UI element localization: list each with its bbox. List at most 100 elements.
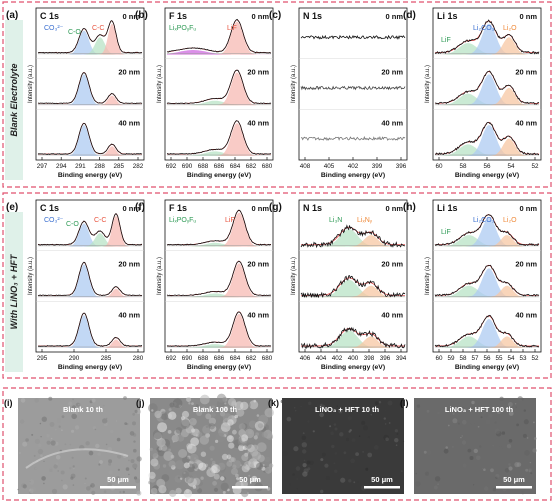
- depth-label: 40 nm: [515, 310, 537, 319]
- xps-panel-d: (d) Li 1s Intensity (a.u.) 60 58 56 54 52 Bindin…: [403, 7, 542, 179]
- sem-texture-grain: [319, 412, 325, 418]
- sem-texture-grain: [102, 461, 106, 465]
- sem-texture-grain: [29, 481, 31, 483]
- sem-texture-grain: [46, 434, 50, 438]
- sem-texture-grain: [95, 443, 100, 449]
- x-tick-label: 59: [447, 355, 455, 362]
- y-axis-label: Intensity (a.u.): [425, 257, 431, 295]
- sem-texture-grain: [467, 448, 472, 453]
- depth-label: 20 nm: [515, 260, 537, 269]
- sem-texture-grain: [491, 463, 497, 469]
- x-tick-label: 688: [198, 355, 209, 362]
- sem-texture-grain: [478, 403, 482, 407]
- sem-texture-grain: [34, 438, 41, 444]
- sem-texture-grain: [208, 466, 211, 470]
- sem-texture-grain: [355, 452, 359, 456]
- sem-texture-grain: [108, 462, 112, 466]
- sem-texture-grain: [177, 434, 185, 442]
- sem-texture-grain: [99, 460, 103, 464]
- sem-texture-grain: [34, 398, 39, 403]
- peak-label: CO₃²⁻: [44, 25, 64, 32]
- sem-texture-grain: [71, 456, 74, 459]
- raw-spectrum: [434, 314, 540, 348]
- sem-texture-grain: [523, 409, 526, 412]
- sem-texture-grain: [524, 450, 530, 456]
- sem-texture-grain: [387, 400, 393, 406]
- sem-texture-grain: [128, 473, 130, 476]
- sem-texture-grain: [111, 479, 113, 481]
- peak-label: LiₓPOᵧFᵤ: [169, 217, 196, 224]
- panel-letter: (e): [6, 202, 18, 213]
- fitted-peak: [301, 229, 405, 247]
- peak-label: C-C: [94, 217, 106, 224]
- sem-texture-grain: [261, 431, 268, 438]
- x-tick-label: 402: [332, 355, 343, 362]
- sem-texture-grain: [175, 460, 185, 470]
- sem-texture-grain: [208, 417, 216, 425]
- x-tick-label: 294: [56, 163, 67, 170]
- sem-texture-grain: [161, 413, 169, 421]
- depth-label: 0 nm: [519, 12, 537, 21]
- x-tick-label: 682: [246, 355, 257, 362]
- sem-texture-grain: [385, 423, 387, 425]
- depth-label: 0 nm: [385, 204, 403, 213]
- sem-texture-grain: [255, 432, 259, 436]
- sem-texture-grain: [530, 472, 533, 475]
- raw-spectrum: [434, 70, 540, 105]
- sem-texture-grain: [131, 489, 134, 492]
- sem-texture-grain: [202, 407, 206, 411]
- depth-label: 0 nm: [385, 12, 403, 21]
- raw-spectrum: [166, 209, 271, 246]
- sem-texture-grain: [248, 420, 257, 429]
- x-tick-label: 680: [262, 163, 273, 170]
- fitted-peak: [301, 285, 405, 298]
- sem-texture-grain: [339, 432, 344, 437]
- y-axis-label: Intensity (a.u.): [28, 257, 34, 295]
- fitted-peak: [38, 146, 142, 156]
- sem-texture-grain: [189, 418, 197, 426]
- sem-image-i: (i) Blank 10 th 50 μm: [4, 396, 142, 496]
- sem-texture-grain: [476, 455, 481, 461]
- fitted-peak: [435, 87, 539, 106]
- sem-texture-grain: [437, 483, 439, 485]
- fitted-peak: [435, 319, 539, 348]
- raw-spectrum: [300, 224, 406, 249]
- sem-texture-grain: [387, 454, 391, 457]
- x-tick-label: 398: [364, 355, 375, 362]
- sem-texture-grain: [61, 415, 65, 419]
- sem-texture-grain: [477, 425, 480, 428]
- scale-bar-label: 50 μm: [503, 475, 525, 484]
- sem-texture-grain: [356, 480, 360, 483]
- sem-texture-grain: [461, 440, 467, 445]
- peak-label: Li₂O: [503, 217, 517, 224]
- sem-texture-grain: [385, 437, 389, 442]
- sem-texture-grain: [156, 478, 166, 488]
- raw-spectrum: [166, 18, 272, 54]
- sem-texture-grain: [302, 432, 305, 435]
- sem-caption: Blank 100 th: [193, 405, 238, 414]
- sem-texture-grain: [452, 412, 455, 415]
- x-axis-label: Binding energy (eV): [321, 364, 385, 371]
- sem-texture-grain: [374, 401, 379, 405]
- peak-label: C-O: [66, 221, 79, 228]
- sem-texture-grain: [426, 409, 430, 413]
- sem-texture-grain: [241, 454, 249, 462]
- sem-texture-grain: [455, 407, 460, 413]
- sem-texture-grain: [394, 438, 399, 443]
- panel-letter: (d): [403, 10, 416, 21]
- sem-texture-grain: [441, 437, 445, 441]
- sem-texture-grain: [301, 442, 307, 448]
- sem-texture-grain: [125, 467, 130, 471]
- sem-texture-grain: [321, 403, 325, 406]
- sem-texture-grain: [256, 442, 267, 453]
- sem-texture-grain: [110, 429, 114, 434]
- sem-texture-grain: [43, 460, 45, 462]
- sem-texture-grain: [452, 446, 454, 448]
- sem-texture-grain: [342, 440, 344, 443]
- sem-texture-grain: [350, 458, 355, 464]
- sem-texture-grain: [48, 396, 53, 401]
- sem-texture-grain: [186, 443, 197, 454]
- panel-title: N 1s: [303, 11, 322, 21]
- sem-texture-grain: [485, 419, 491, 425]
